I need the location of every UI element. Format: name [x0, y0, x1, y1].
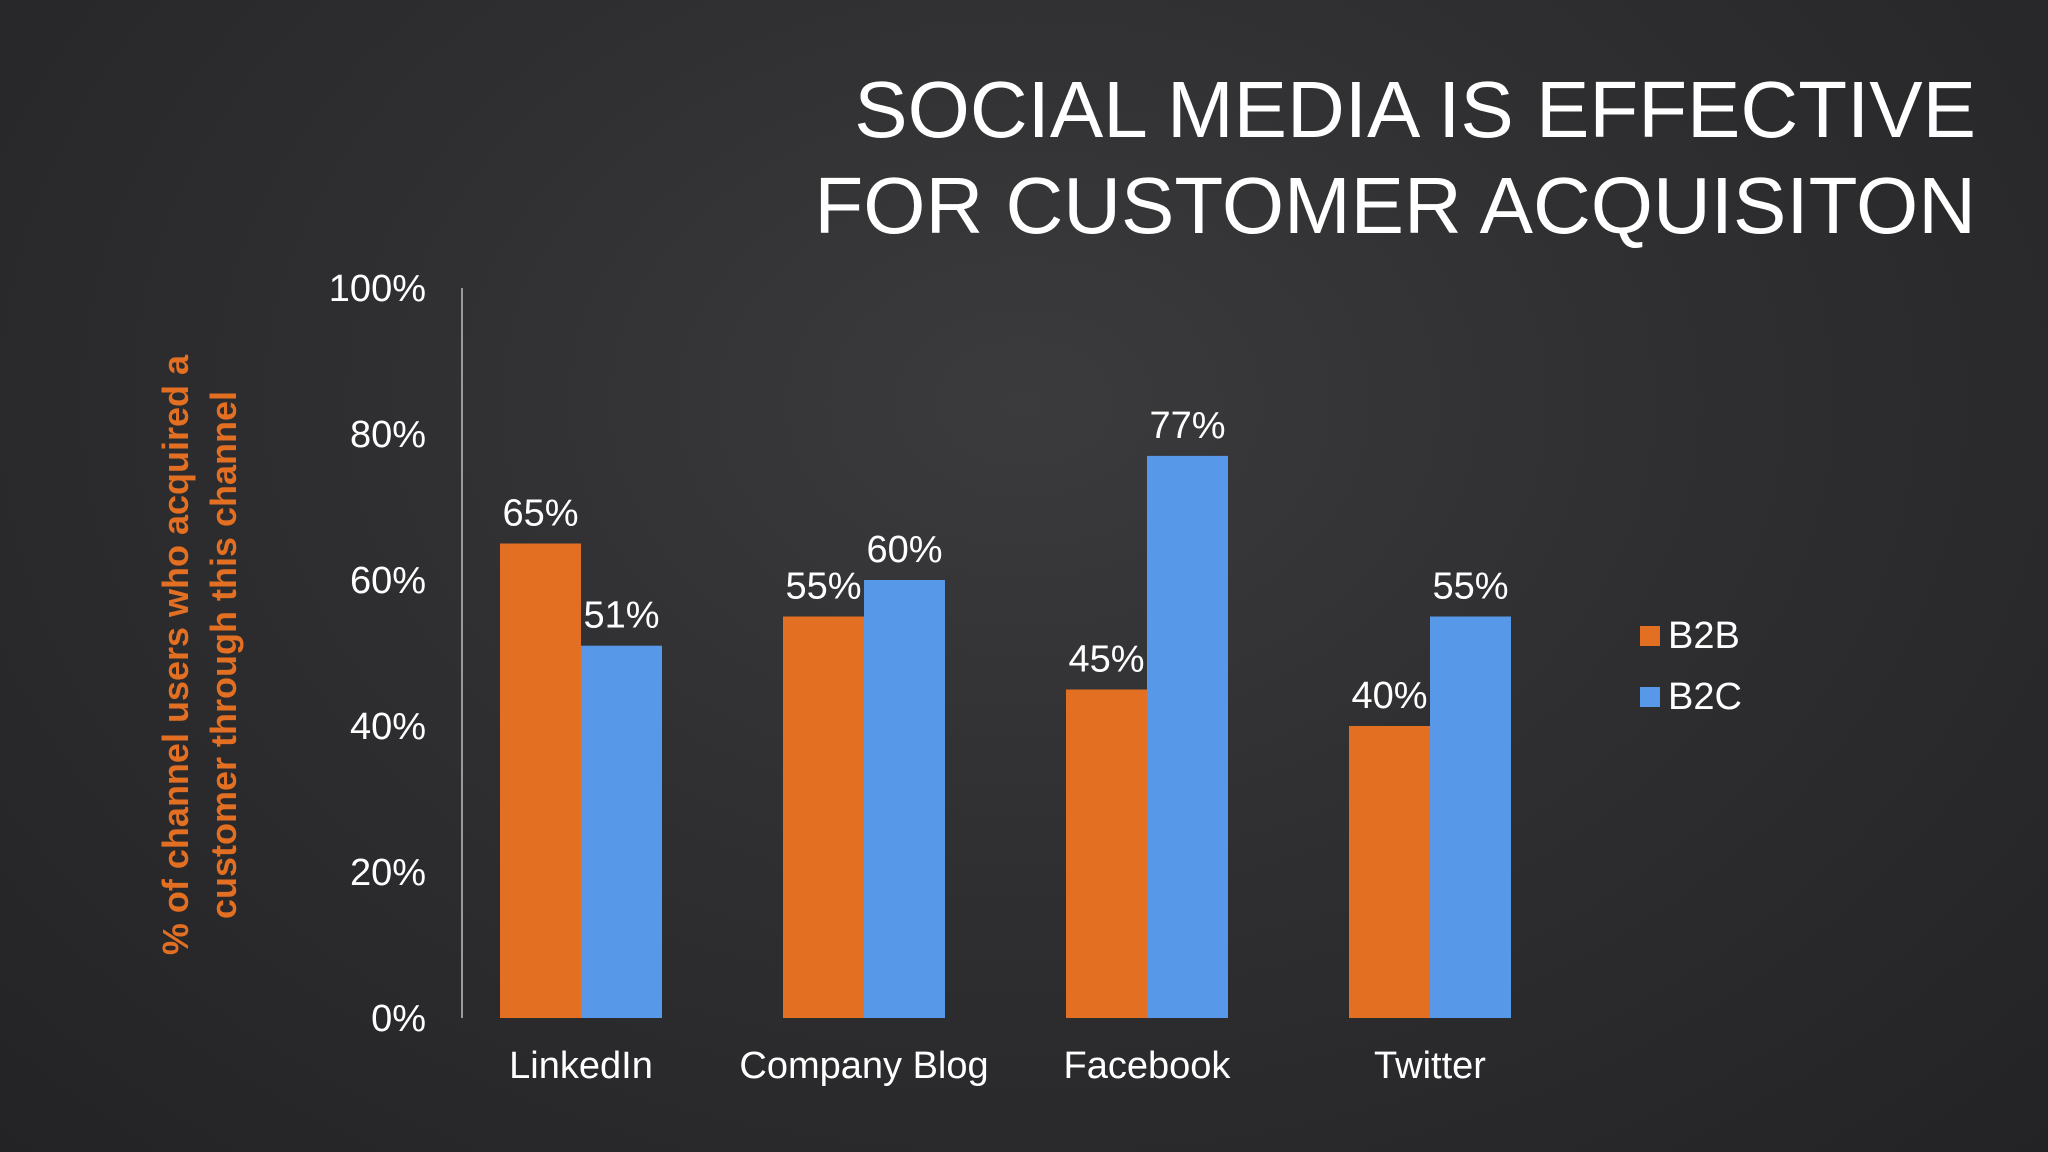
bar-b2b-facebook — [1066, 689, 1147, 1018]
data-label: 55% — [785, 566, 861, 608]
x-tick-label: LinkedIn — [509, 1045, 653, 1087]
y-tick-label: 40% — [350, 706, 426, 748]
y-tick-label: 0% — [371, 998, 426, 1040]
legend-label-b2c: B2C — [1668, 676, 1742, 718]
data-label: 51% — [583, 595, 659, 637]
data-label: 45% — [1068, 639, 1144, 681]
legend-label-b2b: B2B — [1668, 615, 1740, 657]
y-tick-label: 80% — [350, 414, 426, 456]
x-tick-label: Facebook — [1064, 1045, 1232, 1087]
data-label: 60% — [866, 529, 942, 571]
x-tick-labels: LinkedIn Company Blog Facebook Twitter — [509, 1045, 1486, 1087]
x-tick-label: Company Blog — [739, 1045, 988, 1087]
bar-b2c-linkedin — [581, 645, 662, 1018]
title-line-1: SOCIAL MEDIA IS EFFECTIVE — [854, 65, 1976, 154]
y-tick-label: 20% — [350, 852, 426, 894]
bar-b2b-company-blog — [783, 616, 864, 1018]
y-axis-label: % of channel users who acquired a custome… — [155, 354, 244, 955]
bar-b2c-company-blog — [864, 580, 945, 1018]
title-line-2: FOR CUSTOMER ACQUISITON — [814, 161, 1976, 250]
legend-swatch-b2c — [1640, 687, 1660, 707]
y-tick-labels: 0% 20% 40% 60% 80% 100% — [329, 268, 426, 1040]
bar-b2b-linkedin — [500, 543, 581, 1018]
slide-title: SOCIAL MEDIA IS EFFECTIVE FOR CUSTOMER A… — [476, 62, 1976, 254]
bar-b2b-twitter — [1349, 726, 1430, 1018]
data-label: 40% — [1351, 675, 1427, 717]
x-tick-label: Twitter — [1374, 1045, 1486, 1087]
data-label: 77% — [1149, 405, 1225, 447]
y-axis-title-line: % of channel users who acquired a — [155, 354, 196, 955]
y-tick-label: 100% — [329, 268, 426, 310]
bars — [500, 455, 1511, 1018]
y-axis-title-line: customer through this channel — [203, 391, 244, 919]
y-tick-label: 60% — [350, 560, 426, 602]
data-label: 55% — [1432, 566, 1508, 608]
bar-b2c-facebook — [1147, 455, 1228, 1018]
legend-swatch-b2b — [1640, 626, 1660, 646]
bar-b2c-twitter — [1430, 616, 1511, 1018]
value-labels: 65%51%55%60%45%77%40%55% — [502, 405, 1508, 717]
data-label: 65% — [502, 493, 578, 535]
